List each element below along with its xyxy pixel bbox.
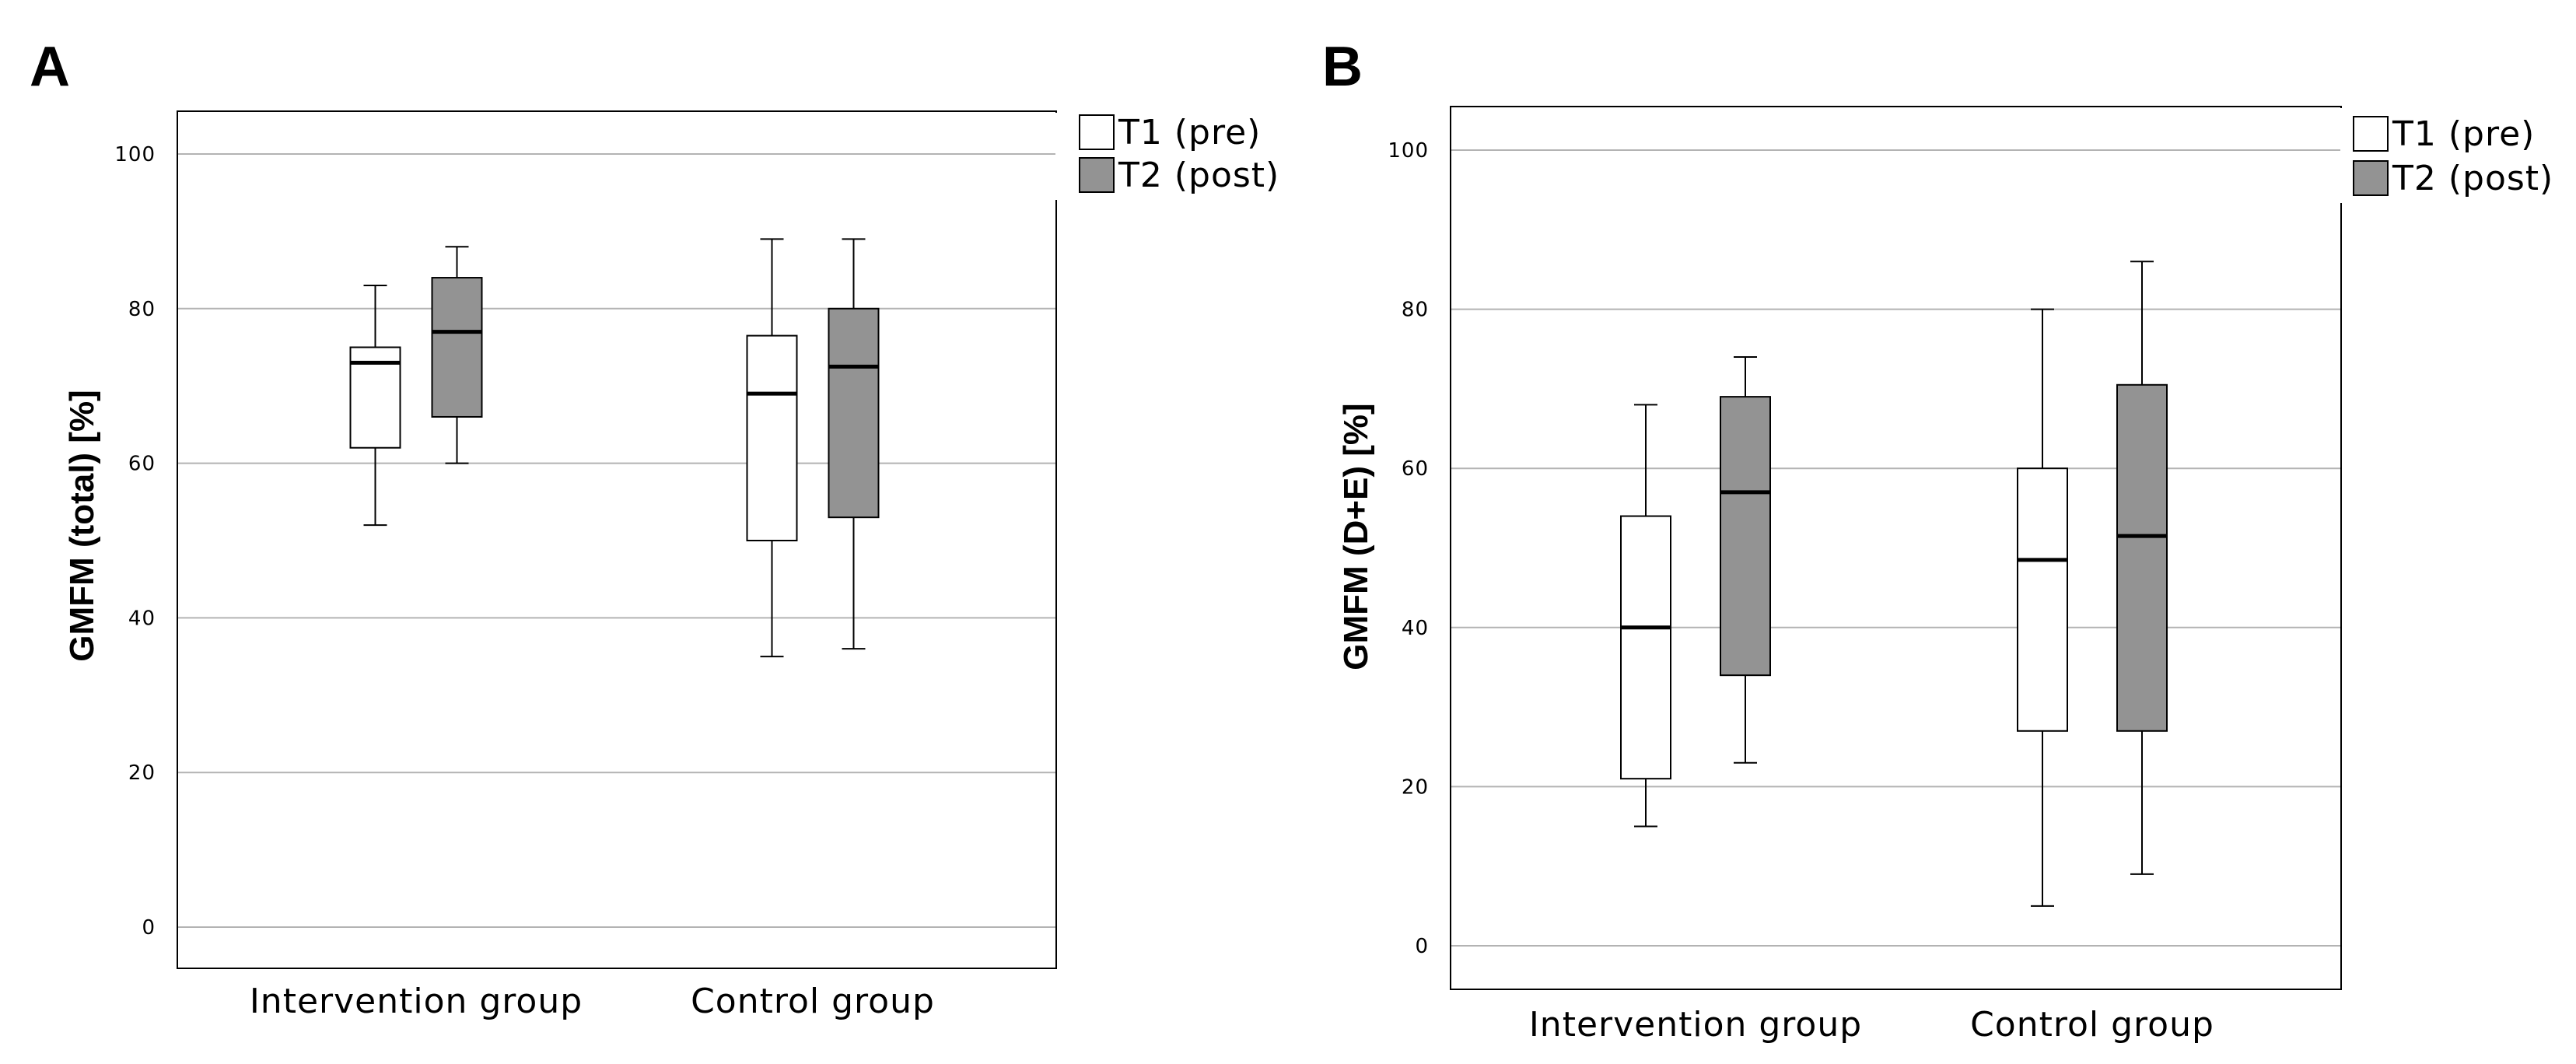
panel-a-legend-swatch-t1 [1079,114,1115,150]
panel-a: A 0 20 40 60 80 100 T1 (pre) T2 (post) Interve… [30,36,1279,1021]
panel-a-y-tick-label: 80 [128,298,156,321]
panel-a-y-tick-label: 0 [142,916,156,940]
panel-a-box-t2-control [828,238,880,650]
panel-b-y-axis-label: GMFM (D+E) [%] [1337,403,1375,670]
panel-a-legend: T1 (pre) T2 (post) [1055,113,1279,200]
panel-b-box-t1-intervention [1620,404,1671,828]
panel-b-y-tick-label: 0 [1415,935,1429,958]
box-iqr [2017,467,2068,732]
panel-a-legend-backdrop [1055,113,1058,200]
panel-b-y-tick-label: 40 [1402,617,1429,640]
panel-b-letter: B [1322,36,1363,98]
panel-a-category-label: Control group [691,982,935,1021]
panel-a-box-t1-control [746,238,798,658]
panel-b: B 0 20 40 60 80 100 T1 (pre) T2 (post) Interve… [1322,36,2553,1045]
panel-b-legend-label-t2: T2 (post) [2392,159,2553,198]
panel-a-boxes [349,238,880,658]
panel-a-y-ticks: 0 20 40 60 80 100 [114,143,156,940]
box-iqr [1620,515,1671,780]
panel-b-legend-swatch-t1 [2353,116,2389,152]
panel-b-box-t2-control [2116,261,2168,875]
panel-b-category-label: Control group [1970,1005,2214,1045]
panel-a-legend-swatch-t2 [1079,157,1115,193]
box-iqr [2116,383,2168,732]
panel-b-y-tick-label: 100 [1388,139,1429,163]
panel-b-box-t1-control [2017,308,2068,907]
panel-b-legend: T1 (pre) T2 (post) [2340,108,2553,203]
panel-a-y-tick-label: 20 [128,761,156,785]
box-iqr [746,334,798,541]
panel-a-y-tick-label: 40 [128,607,156,630]
panel-b-y-tick-label: 80 [1402,299,1429,322]
panel-b-category-label: Intervention group [1529,1005,1862,1045]
panel-b-legend-swatch-t2 [2353,160,2389,196]
panel-b-legend-backdrop [2340,108,2343,203]
panel-b-y-tick-label: 60 [1402,457,1429,481]
panel-b-legend-label-t1: T1 (pre) [2392,114,2535,154]
panel-a-x-categories: Intervention group Control group [250,982,935,1021]
panel-a-legend-label-t1: T1 (pre) [1118,113,1261,152]
box-iqr [431,277,483,418]
panel-b-x-categories: Intervention group Control group [1529,1005,2214,1045]
panel-a-gridlines [177,153,1056,928]
box-iqr [828,307,880,519]
panel-a-y-tick-label: 100 [114,143,156,166]
panel-b-gridlines [1451,149,2341,947]
panel-a-box-t1-intervention [349,284,401,527]
panel-a-y-tick-label: 60 [128,453,156,476]
panel-b-plot-frame [1450,106,2342,990]
panel-a-y-axis-label: GMFM (total) [%] [63,390,101,661]
box-iqr [1720,396,1771,677]
panel-a-category-label: Intervention group [250,982,583,1021]
panel-b-y-tick-label: 20 [1402,775,1429,799]
panel-a-letter: A [30,36,70,98]
panel-a-legend-label-t2: T2 (post) [1118,156,1279,195]
panel-a-plot-frame [177,110,1057,969]
panel-a-box-t2-intervention [431,246,483,464]
panel-b-box-t2-intervention [1720,355,1771,764]
panel-b-boxes [1620,261,2168,907]
panel-b-y-ticks: 0 20 40 60 80 100 [1388,139,1429,958]
